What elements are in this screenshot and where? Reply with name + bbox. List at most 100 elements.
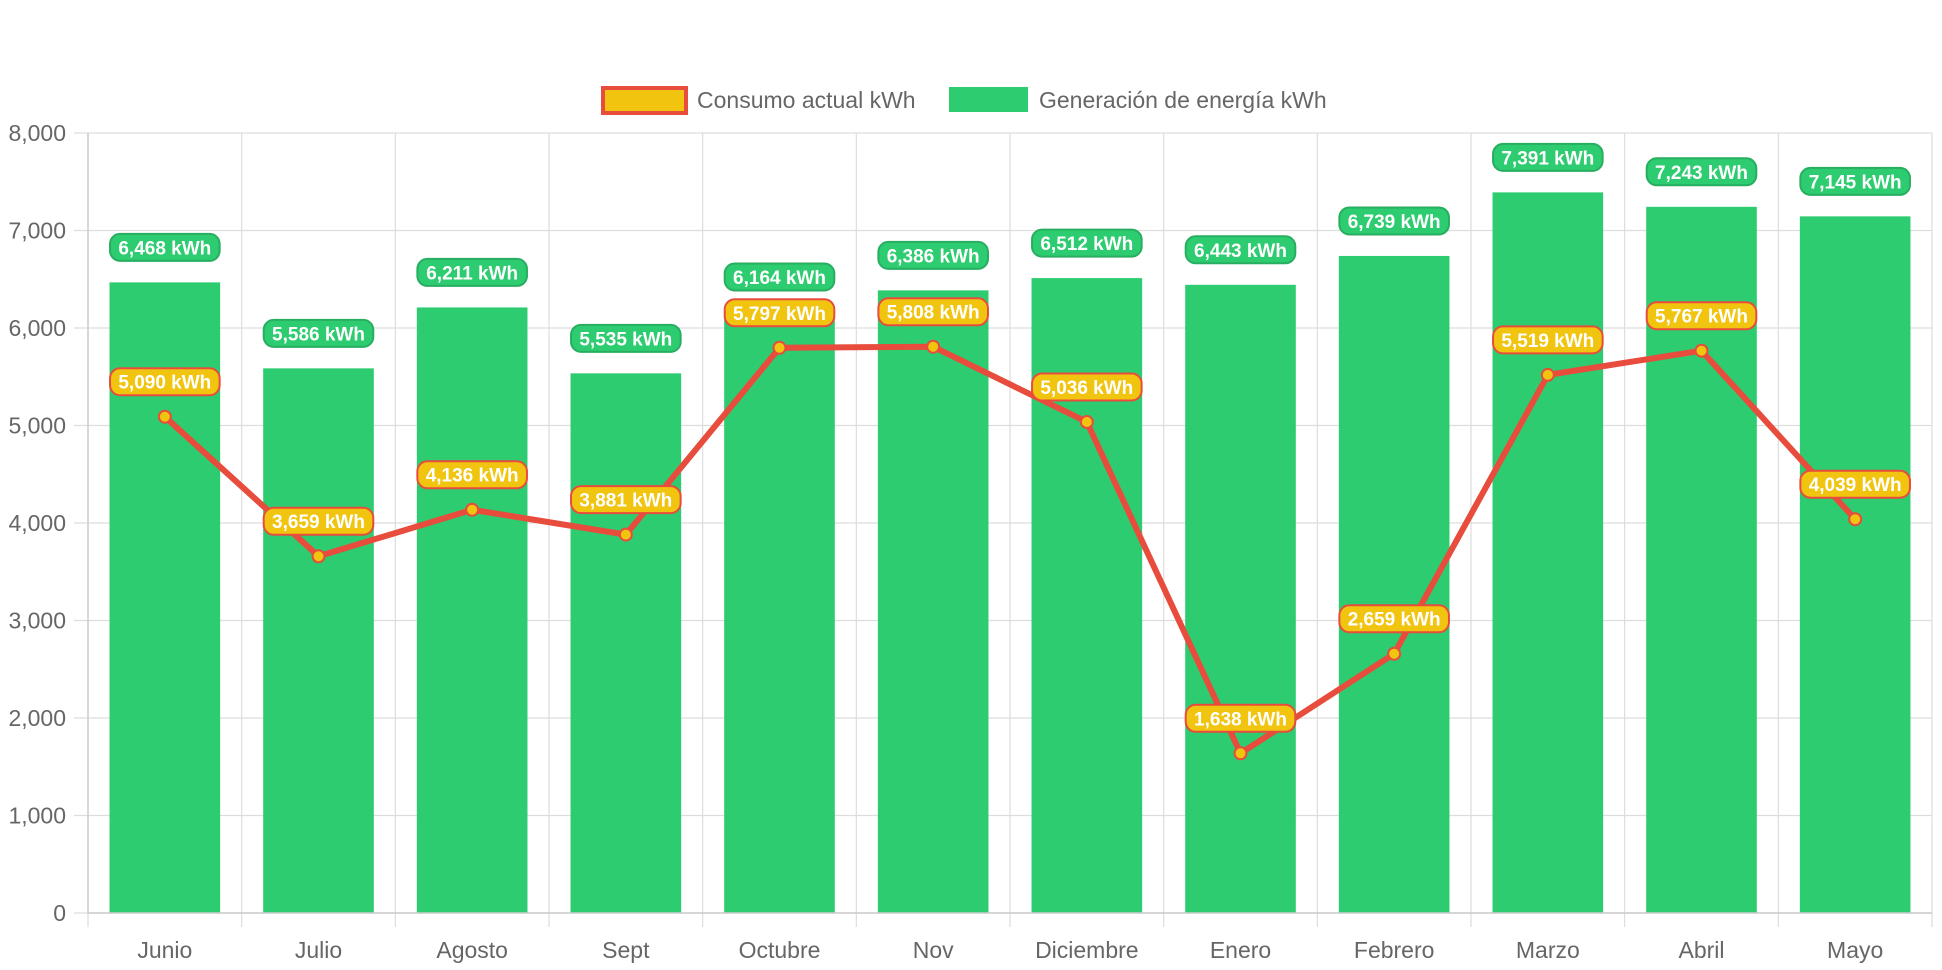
bar-generacion-sept: [570, 373, 682, 913]
line-data-label: 5,797 kWh: [733, 304, 826, 325]
legend-label-generacion: Generación de energía kWh: [1039, 87, 1327, 113]
y-tick-label: 1,000: [8, 803, 66, 829]
bar-generacion-marzo: [1492, 192, 1604, 913]
line-data-label-bg: [1031, 372, 1143, 402]
line-data-label-bg: [1645, 301, 1758, 331]
line-data-label-bg: [877, 297, 989, 327]
legend-swatch-generacion: [949, 87, 1028, 112]
bar-data-label: 5,535 kWh: [579, 329, 672, 350]
bar-generacion-mayo: [1799, 216, 1911, 914]
bar-generacion-enero: [1185, 284, 1296, 913]
y-tick-label: 3,000: [8, 608, 66, 634]
bar-data-label-bg: [1184, 235, 1297, 265]
consumo-point-octubre: [772, 340, 787, 355]
line-data-label: 5,808 kWh: [887, 303, 980, 324]
bar-data-label: 6,211 kWh: [426, 263, 518, 284]
line-data-label: 4,039 kWh: [1809, 475, 1902, 496]
line-data-label-bg: [1799, 469, 1911, 499]
line-layer: [157, 339, 1863, 761]
consumo-point-febrero: [1387, 646, 1402, 661]
line-data-label: 5,519 kWh: [1501, 331, 1594, 352]
bar-data-label: 7,145 kWh: [1809, 172, 1902, 193]
consumo-point-diciembre: [1079, 414, 1094, 429]
bar-data-label-bg: [1031, 228, 1143, 258]
line-data-label-bg: [1338, 604, 1450, 634]
x-tick-label: Nov: [913, 937, 954, 963]
line-data-label: 2,659 kWh: [1348, 610, 1441, 631]
consumo-point-marzo: [1540, 367, 1555, 382]
line-data-label-bg: [416, 460, 528, 490]
bar-data-label: 6,739 kWh: [1348, 212, 1441, 233]
line-data-label: 5,767 kWh: [1655, 307, 1748, 328]
x-tick-label: Julio: [295, 937, 342, 963]
consumo-point-abril: [1694, 343, 1709, 358]
bar-data-label: 6,512 kWh: [1040, 234, 1133, 255]
x-tick-label: Junio: [137, 937, 192, 963]
axis-layer: 0 1,000 2,000 3,000 4,000 5,000 6,000 7,000 8,00…: [8, 120, 1932, 963]
x-tick-label: Abril: [1678, 937, 1724, 963]
line-data-label-bg: [723, 298, 836, 328]
y-tick-label: 4,000: [8, 510, 66, 536]
y-tick-label: 2,000: [8, 705, 66, 731]
line-data-label-bg: [1492, 325, 1604, 355]
bar-data-label: 7,243 kWh: [1655, 163, 1748, 184]
bar-data-label: 6,443 kWh: [1194, 241, 1287, 262]
y-tick-label: 7,000: [8, 218, 66, 244]
line-data-label: 5,036 kWh: [1040, 378, 1133, 399]
bar-data-label: 6,386 kWh: [887, 246, 980, 267]
x-tick-label: Marzo: [1516, 937, 1580, 963]
legend[interactable]: Consumo actual kWh Generación de energía …: [601, 86, 1327, 115]
x-tick-label: Agosto: [436, 937, 508, 963]
line-data-label: 3,659 kWh: [272, 512, 365, 533]
line-data-label: 5,090 kWh: [118, 373, 211, 394]
consumo-point-mayo: [1848, 512, 1863, 527]
bar-generacion-julio: [263, 368, 374, 913]
line-data-label-bg: [109, 367, 221, 397]
consumo-point-julio: [311, 549, 326, 564]
y-tick-label: 6,000: [8, 315, 66, 341]
bar-data-label-bg: [416, 257, 528, 287]
y-tick-label: 0: [53, 900, 66, 926]
bar-data-label-bg: [1645, 157, 1758, 187]
bar-data-label-bg: [570, 323, 682, 353]
bar-data-label-bg: [1338, 206, 1450, 236]
consumo-point-junio: [157, 409, 172, 424]
bar-data-label: 6,164 kWh: [733, 268, 826, 289]
bar-generacion-agosto: [416, 307, 528, 913]
y-tick-label: 8,000: [8, 120, 66, 146]
bar-data-label: 5,586 kWh: [272, 324, 365, 345]
line-data-label-bg: [570, 485, 682, 515]
y-tick-label: 5,000: [8, 413, 66, 439]
line-data-label-bg: [262, 506, 375, 536]
bar-data-label-bg: [723, 262, 836, 292]
line-data-label: 3,881 kWh: [579, 491, 672, 512]
line-data-label: 4,136 kWh: [426, 466, 519, 487]
x-tick-label: Octubre: [739, 937, 821, 963]
x-tick-label: Febrero: [1354, 937, 1435, 963]
legend-swatch-consumo: [601, 86, 688, 115]
bar-generacion-octubre: [724, 312, 835, 913]
consumo-point-agosto: [465, 502, 480, 517]
label-layer: 6,468 kWh 5,586 kWh 6,211 kWh 5,535 kWh 6,16…: [109, 142, 1911, 733]
consumo-point-enero: [1233, 746, 1248, 761]
bar-data-label-bg: [1492, 142, 1604, 172]
legend-label-consumo: Consumo actual kWh: [697, 87, 916, 113]
bar-data-label: 6,468 kWh: [118, 238, 211, 259]
bar-data-label-bg: [1799, 166, 1911, 196]
consumo-point-sept: [618, 527, 633, 542]
bar-data-label-bg: [262, 318, 375, 348]
consumo-point-nov: [926, 339, 941, 354]
line-data-label: 1,638 kWh: [1194, 709, 1287, 730]
x-tick-label: Sept: [602, 937, 650, 963]
x-tick-label: Mayo: [1827, 937, 1883, 963]
bar-data-label-bg: [109, 232, 221, 262]
bar-data-label-bg: [877, 240, 989, 270]
x-tick-label: Enero: [1210, 937, 1271, 963]
x-tick-label: Diciembre: [1035, 937, 1139, 963]
line-data-label-bg: [1184, 703, 1297, 733]
bar-layer: [109, 192, 1911, 914]
bar-generacion-nov: [877, 290, 989, 913]
bar-data-label: 7,391 kWh: [1501, 148, 1594, 169]
